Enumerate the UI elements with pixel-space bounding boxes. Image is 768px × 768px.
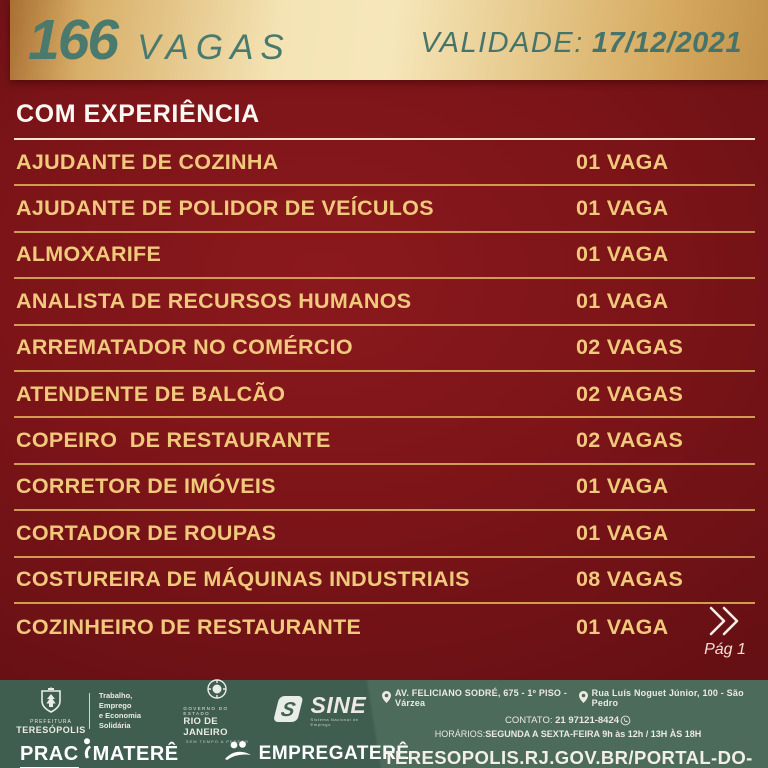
job-count: 01 VAGA — [576, 474, 669, 499]
whatsapp-icon — [619, 715, 631, 726]
section-title: COM EXPERIÊNCIA — [14, 94, 755, 140]
pagination: Pág 1 — [699, 604, 751, 659]
validity-label: VALIDADE: — [420, 26, 584, 59]
job-row: ATENDENTE DE BALCÃO 02 VAGAS — [14, 372, 755, 419]
footer: PREFEITURA TERESÓPOLIS Trabalho, Emprego… — [0, 678, 768, 768]
two-people-hill-icon — [223, 740, 259, 767]
job-title: ATENDENTE DE BALCÃO — [16, 381, 286, 406]
prefeitura-name-top: PREFEITURA — [30, 719, 72, 725]
address-2: Rua Luís Noguet Júnior, 100 - São Pedro — [578, 688, 754, 708]
job-row: AJUDANTE DE POLIDOR DE VEÍCULOS 01 VAGA — [14, 186, 755, 233]
person-arrow-icon — [79, 738, 93, 766]
footer-logos: PREFEITURA TERESÓPOLIS Trabalho, Emprego… — [0, 678, 409, 768]
job-title: CORTADOR DE ROUPAS — [16, 520, 277, 545]
teresopolis-crest-icon — [39, 687, 63, 718]
job-count: 01 VAGA — [576, 288, 669, 313]
contact-line: CONTATO: 21 97121-8424 — [380, 715, 756, 726]
job-title: AJUDANTE DE COZINHA — [16, 149, 279, 174]
job-title: CORRETOR DE IMÓVEIS — [16, 474, 276, 499]
validity-date: 17/12/2021 — [591, 26, 742, 59]
map-pin-icon — [578, 691, 588, 705]
job-row: AJUDANTE DE COZINHA 01 VAGA — [14, 140, 755, 187]
governo-rj-logo: GOVERNO DO ESTADO RIO DE JANEIRO SEM TEM… — [183, 678, 251, 744]
job-count: 02 VAGAS — [576, 335, 684, 360]
pracimatere-part1: PRAC — [20, 743, 79, 768]
job-title: COPEIRO DE RESTAURANTE — [16, 428, 331, 453]
job-count: 01 VAGA — [576, 149, 669, 174]
empregatere-logo: EMPREGATERÊ — [223, 740, 410, 767]
dept-line: e Economia — [98, 711, 142, 720]
prefeitura-logo: PREFEITURA TERESÓPOLIS — [16, 687, 85, 735]
dept-line: Solidária — [98, 721, 131, 731]
job-row: CORRETOR DE IMÓVEIS 01 VAGA — [14, 465, 755, 512]
sine-tagline: Sistema Nacional de Emprego — [310, 716, 359, 727]
job-row: CORTADOR DE ROUPAS 01 VAGA — [14, 511, 755, 558]
empregatere-name: EMPREGATERÊ — [258, 742, 410, 764]
address-1-text: AV. FELICIANO SODRÉ, 675 - 1º PISO - Vár… — [395, 688, 568, 708]
sine-s-icon: S — [272, 694, 306, 729]
job-row: ANALISTA DE RECURSOS HUMANOS 01 VAGA — [14, 279, 755, 326]
job-title: AJUDANTE DE POLIDOR DE VEÍCULOS — [16, 196, 434, 221]
hours-line: HORÁRIOS:SEGUNDA A SEXTA-FEIRA 9h às 12h… — [380, 729, 756, 739]
address-2-text: Rua Luís Noguet Júnior, 100 - São Pedro — [591, 688, 744, 708]
job-title: ARREMATADOR NO COMÉRCIO — [16, 335, 353, 360]
vacancy-count-label: VAGAS — [137, 27, 291, 67]
vacancy-count: 166 — [28, 7, 119, 72]
hours-label: HORÁRIOS: — [434, 729, 486, 739]
job-count: 01 VAGA — [576, 196, 669, 221]
job-row: COPEIRO DE RESTAURANTE 02 VAGAS — [14, 418, 755, 465]
dept-line: Trabalho, Emprego — [98, 690, 133, 710]
job-row: ALMOXARIFE 01 VAGA — [14, 233, 755, 280]
vacancy-count-group: 166 VAGAS — [28, 7, 291, 72]
contact-label: CONTATO: — [504, 715, 553, 726]
sine-name: SINE — [310, 692, 367, 719]
rio-de-janeiro-crest-icon — [206, 678, 228, 705]
page-label: Pág 1 — [704, 641, 746, 658]
job-list: AJUDANTE DE COZINHA 01 VAGA AJUDANTE DE … — [14, 140, 755, 650]
pracimatere-part2: MATERÊ — [92, 743, 179, 765]
website-link[interactable]: TERESOPOLIS.RJ.GOV.BR/PORTAL-DO-TRABALHA… — [383, 747, 753, 768]
job-section: COM EXPERIÊNCIA AJUDANTE DE COZINHA 01 V… — [14, 94, 755, 650]
job-row: COSTUREIRA DE MÁQUINAS INDUSTRIAIS 08 VA… — [14, 558, 755, 604]
governo-tagline: SEM TEMPO A PERDER — [185, 739, 249, 744]
next-page-chevron-icon[interactable] — [699, 604, 751, 638]
job-row: COZINHEIRO DE RESTAURANTE 01 VAGA — [14, 604, 755, 650]
job-count: 02 VAGAS — [576, 428, 684, 453]
map-pin-icon — [382, 691, 391, 705]
job-title: ANALISTA DE RECURSOS HUMANOS — [16, 288, 412, 313]
department-label: Trabalho, Emprego e Economia Solidária — [99, 691, 162, 732]
job-count: 08 VAGAS — [576, 567, 684, 592]
pracimatere-logo: PRAC MATERÊ — [20, 738, 179, 768]
governo-name-top: GOVERNO DO ESTADO — [183, 706, 229, 716]
contact-number: 21 97121-8424 — [555, 715, 620, 726]
validity: VALIDADE: 17/12/2021 — [420, 27, 742, 60]
job-title: ALMOXARIFE — [16, 242, 162, 267]
header-band: 166 VAGAS VALIDADE: 17/12/2021 — [10, 0, 768, 80]
job-title: COSTUREIRA DE MÁQUINAS INDUSTRIAIS — [16, 567, 470, 592]
job-row: ARREMATADOR NO COMÉRCIO 02 VAGAS — [14, 326, 755, 372]
job-count: 01 VAGA — [576, 520, 669, 545]
job-count: 02 VAGAS — [576, 381, 684, 406]
job-count: 01 VAGA — [576, 242, 669, 267]
prefeitura-name-bottom: TERESÓPOLIS — [16, 725, 86, 735]
sine-logo: S SINE Sistema Nacional de Emprego — [272, 694, 373, 729]
address-1: AV. FELICIANO SODRÉ, 675 - 1º PISO - Vár… — [382, 688, 579, 708]
divider — [89, 693, 90, 729]
hours-value: SEGUNDA A SEXTA-FEIRA 9h às 12h / 13H ÀS… — [485, 729, 702, 739]
svg-text:S: S — [278, 699, 297, 721]
governo-name-bottom: RIO DE JANEIRO — [183, 716, 228, 738]
footer-contact: AV. FELICIANO SODRÉ, 675 - 1º PISO - Vár… — [372, 680, 768, 768]
job-title: COZINHEIRO DE RESTAURANTE — [16, 614, 362, 639]
job-count: 01 VAGA — [576, 614, 669, 639]
